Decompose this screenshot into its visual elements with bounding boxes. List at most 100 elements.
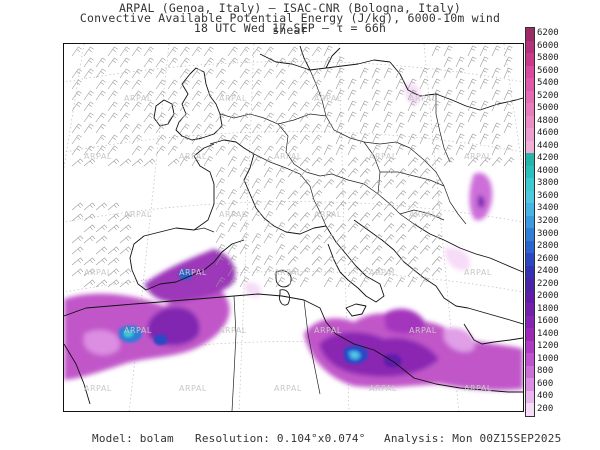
wind-barb <box>71 68 82 79</box>
wind-barb <box>503 122 513 134</box>
wind-barb <box>263 90 274 101</box>
wind-barb <box>71 235 84 244</box>
wind-barb <box>467 157 479 167</box>
footer-model: Model: bolam <box>92 432 174 445</box>
wind-barb <box>83 101 94 112</box>
wind-barb <box>239 222 250 233</box>
wind-barb <box>227 145 238 156</box>
wind-barb <box>119 123 130 134</box>
wind-barb <box>335 190 347 200</box>
wind-barb <box>347 133 357 145</box>
watermark: ARPAL <box>314 94 342 103</box>
wind-barb <box>263 211 274 222</box>
wind-barb <box>167 79 178 90</box>
map-canvas <box>64 44 523 411</box>
wind-barb <box>215 57 226 68</box>
wind-barb <box>299 157 311 167</box>
wind-barb <box>335 122 345 134</box>
wind-barb <box>419 111 429 123</box>
wind-barb <box>299 46 310 57</box>
wind-barb <box>119 268 132 277</box>
wind-barb <box>395 234 407 244</box>
wind-barb <box>383 122 393 134</box>
wind-barb <box>419 100 429 112</box>
wind-barb <box>359 111 369 123</box>
wind-barb <box>311 201 323 211</box>
watermark: ARPAL <box>274 384 302 393</box>
wind-barb <box>299 68 310 79</box>
wind-barb <box>71 213 84 222</box>
wind-barb <box>359 190 371 200</box>
wind-barb <box>107 57 118 68</box>
wind-barb <box>503 56 513 68</box>
colorbar-label: 6200 <box>537 28 559 39</box>
wind-barb <box>275 167 286 178</box>
wind-barb <box>383 201 395 211</box>
wind-barb <box>311 190 323 200</box>
wind-barb <box>83 257 96 266</box>
wind-barb <box>467 111 477 123</box>
wind-barb <box>107 90 118 101</box>
wind-barb <box>431 67 441 79</box>
wind-barb <box>347 223 359 233</box>
watermark: ARPAL <box>179 152 207 161</box>
wind-barb <box>71 145 82 156</box>
wind-barb <box>119 134 130 145</box>
wind-barb <box>299 190 311 200</box>
colorbar-segment <box>526 353 534 367</box>
wind-barb <box>443 89 453 101</box>
wind-barb <box>335 67 345 79</box>
colorbar-label: 4400 <box>537 140 559 151</box>
wind-barb <box>287 223 299 233</box>
wind-barb <box>395 223 407 233</box>
wind-barb <box>407 133 417 145</box>
colorbar-label: 3600 <box>537 190 559 201</box>
wind-barb <box>479 45 489 57</box>
wind-barb <box>215 255 226 266</box>
wind-barb <box>335 168 347 178</box>
wind-barb <box>227 57 238 68</box>
colorbar-label: 5200 <box>537 90 559 101</box>
colorbar-label: 4800 <box>537 115 559 126</box>
wind-barb <box>71 246 84 255</box>
wind-barb <box>419 179 431 189</box>
wind-barb <box>419 133 429 145</box>
wind-barb <box>227 167 238 178</box>
wind-barb <box>119 46 130 57</box>
wind-barb <box>323 256 335 266</box>
wind-barb <box>227 255 238 266</box>
wind-barb <box>347 157 359 167</box>
wind-barb <box>95 246 108 255</box>
wind-barb <box>479 111 489 123</box>
footer-analysis: Analysis: Mon 00Z15SEP2025 <box>384 432 562 445</box>
wind-barb <box>95 79 106 90</box>
title-line-1: ARPAL (Genoa, Italy) – ISAC-CNR (Bologna… <box>119 1 461 15</box>
wind-barb <box>239 189 250 200</box>
wind-barb <box>443 111 453 123</box>
wind-barb <box>299 79 310 90</box>
wind-barb <box>227 79 238 90</box>
wind-barb <box>131 123 142 134</box>
wind-barb <box>275 178 286 189</box>
colorbar-label: 3000 <box>537 228 559 239</box>
wind-barb <box>215 167 226 178</box>
colorbar-label: 2200 <box>537 278 559 289</box>
wind-barb <box>275 112 286 123</box>
wind-barb <box>275 123 286 134</box>
wind-barb <box>251 244 262 255</box>
wind-barb <box>419 267 431 277</box>
wind-barb <box>275 189 286 200</box>
wind-barb <box>107 257 120 266</box>
wind-barb <box>215 200 226 211</box>
colorbar-label: 3400 <box>537 203 559 214</box>
wind-barb <box>335 89 345 101</box>
watermark: ARPAL <box>369 268 397 277</box>
wind-barb <box>227 112 238 123</box>
wind-barb <box>131 68 142 79</box>
wind-barb <box>179 156 190 167</box>
wind-barb <box>431 89 441 101</box>
wind-barb <box>419 122 429 134</box>
colorbar-label: 5000 <box>537 103 559 114</box>
wind-barb <box>191 68 202 79</box>
wind-barb <box>203 90 214 101</box>
